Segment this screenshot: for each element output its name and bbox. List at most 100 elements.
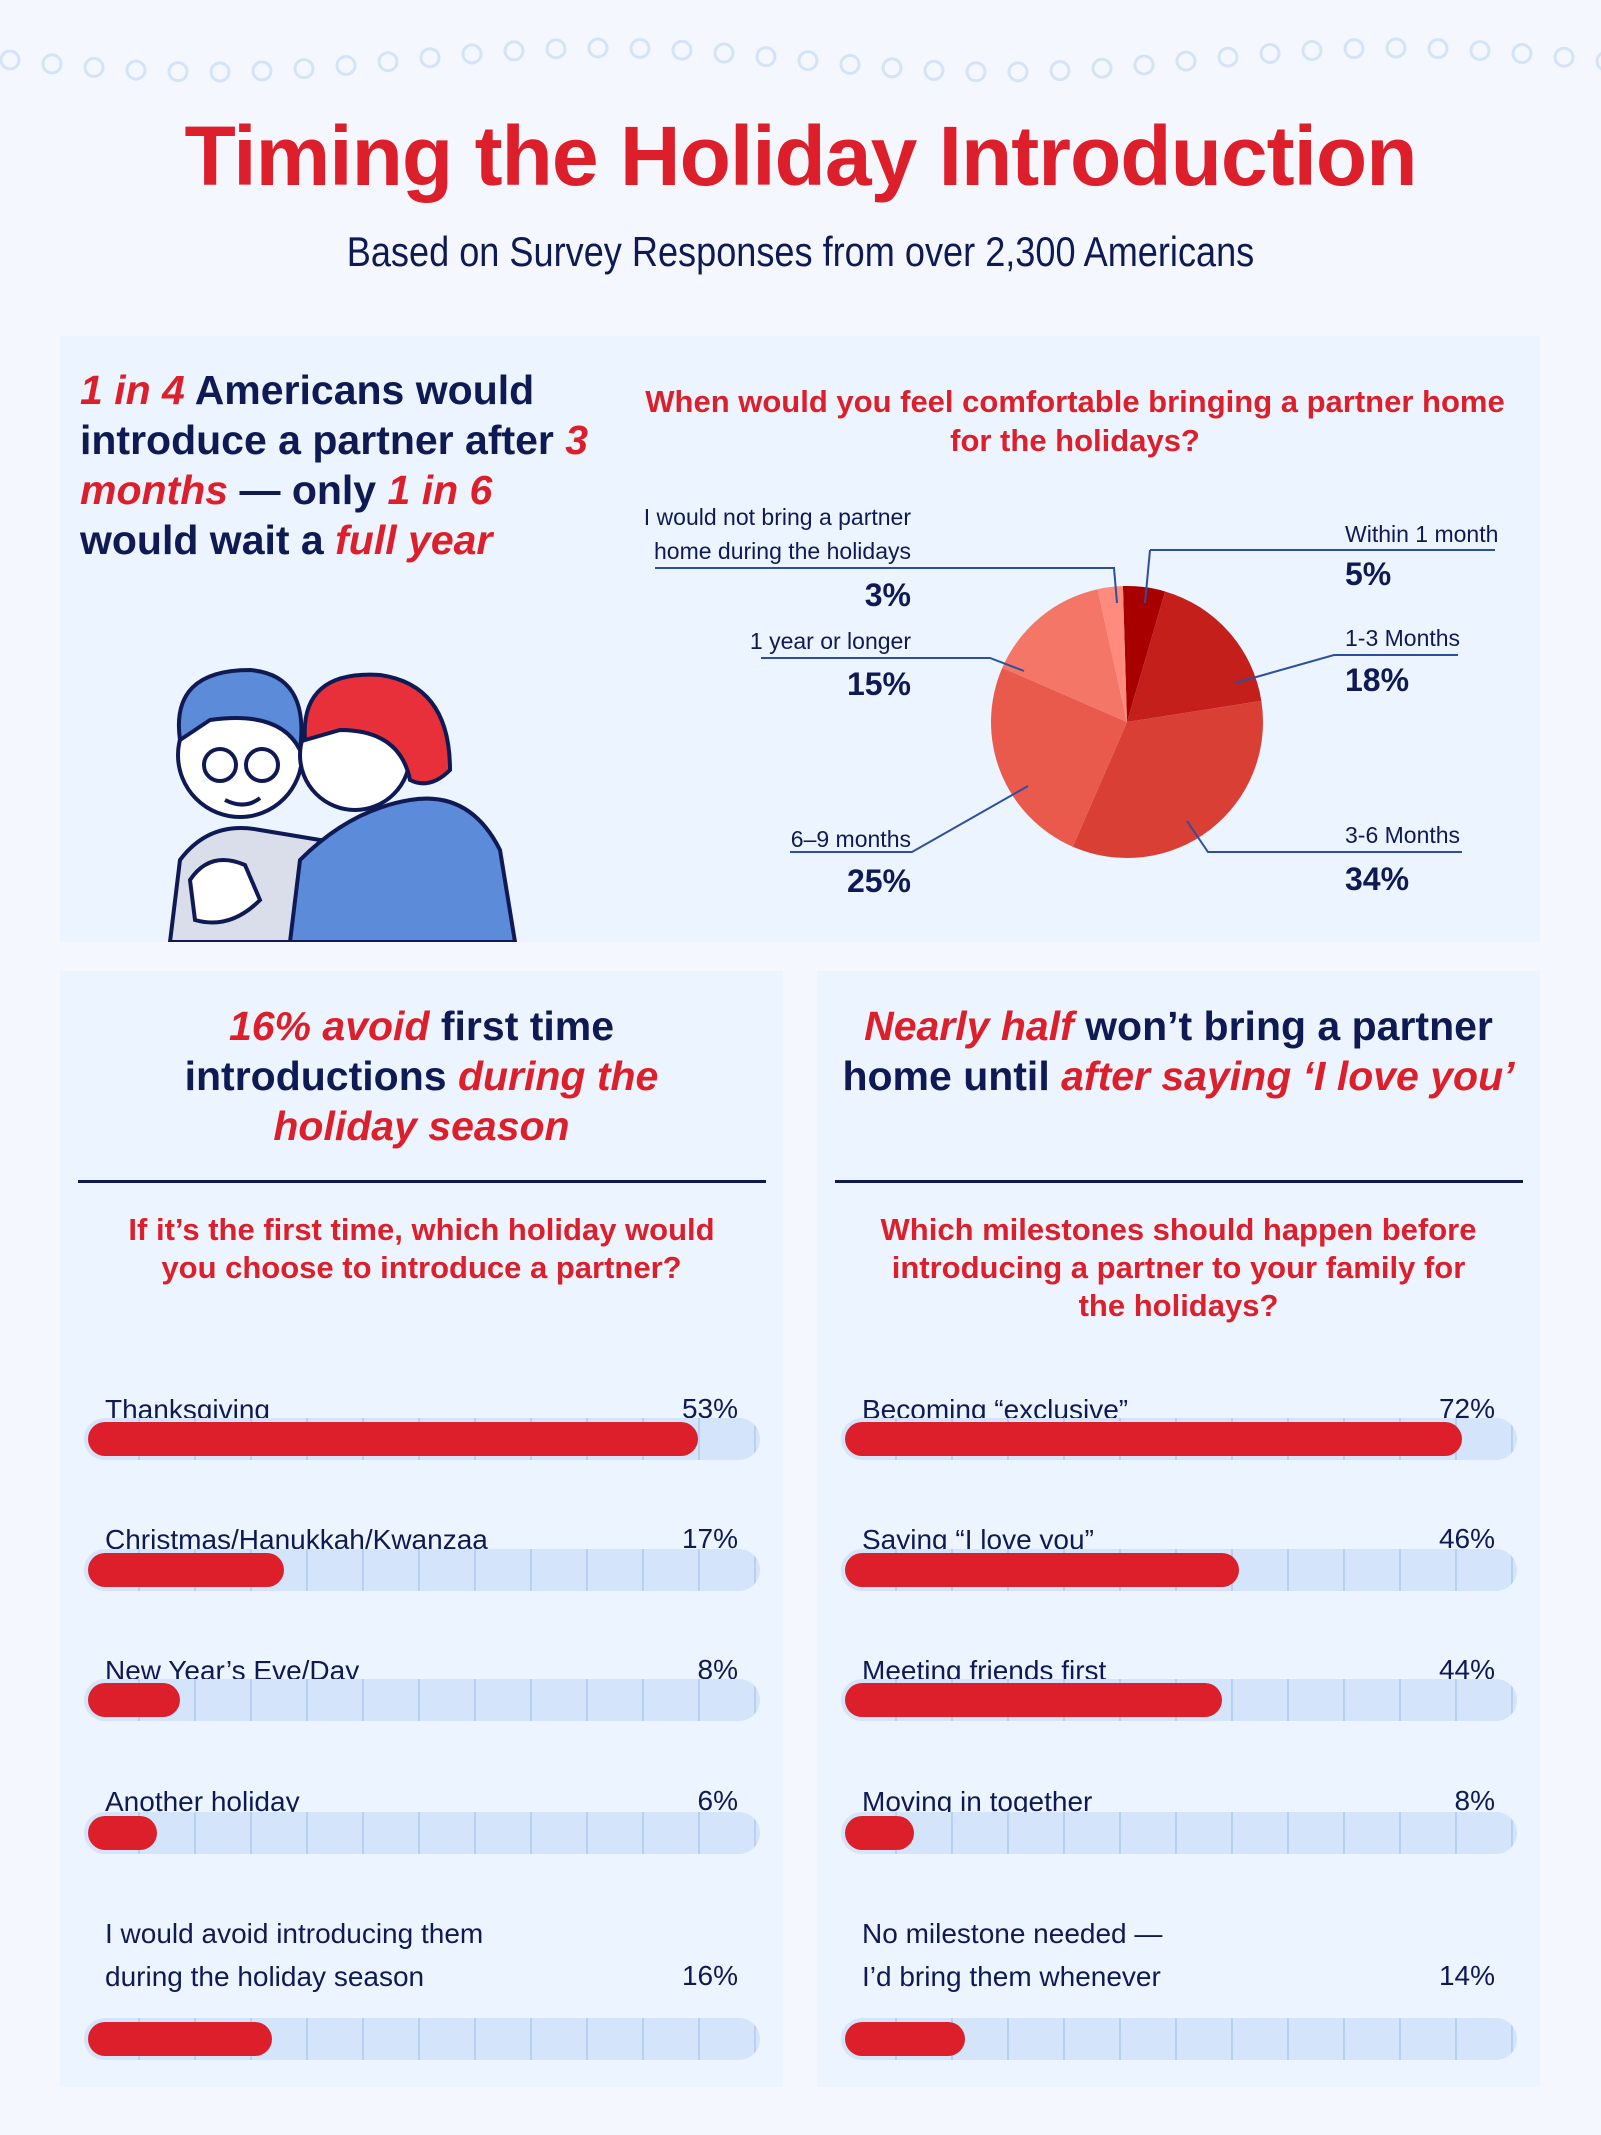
pie-label-1-year: 1 year or longer (749, 628, 911, 654)
garland-light-icon (713, 42, 735, 64)
bar-track (84, 2018, 760, 2060)
garland-light-icon (293, 58, 315, 80)
bar-value-label: 6% (697, 1785, 738, 1816)
garland-light-icon (587, 37, 609, 59)
pie-label-1-3-months: 1-3 Months (1345, 625, 1461, 651)
pie-slice-4 (1002, 589, 1127, 722)
bar-label: I would avoid introducing them (105, 1918, 484, 1949)
garland-light-icon (1049, 60, 1071, 82)
bar-track (84, 1418, 760, 1460)
bar-fill (88, 1553, 284, 1587)
garland-light-icon (461, 43, 483, 65)
garland-light-icon (545, 38, 567, 60)
bar-value-label: 14% (1438, 1960, 1495, 1991)
holiday-choice-panel: 16% avoid first time introductions durin… (60, 971, 783, 2087)
garland-light-icon (0, 49, 21, 71)
heading-highlight: 16% avoid (228, 1003, 430, 1049)
bar-value-label: 16% (681, 1960, 738, 1991)
bar-fill (845, 2022, 965, 2056)
garland-light-icon (1259, 42, 1281, 64)
pie-label-3-6-months: 3-6 Months (1345, 822, 1461, 848)
bar-track (841, 1418, 1517, 1460)
garland-light-icon (1301, 40, 1323, 62)
page-title: Timing the Holiday Introduction (184, 109, 1417, 203)
pie-value-6-9-months: 25% (846, 863, 911, 899)
stat-highlight: 3 months (80, 417, 589, 513)
garland-light-icon (41, 53, 63, 75)
bar-fill (88, 1683, 181, 1717)
bar-label: No milestone needed — (862, 1918, 1163, 1949)
garland-light-icon (923, 59, 945, 81)
stat-highlight: 1 in 4 (80, 367, 185, 413)
key-stat-headline: 1 in 4 Americans would introduce a partn… (80, 365, 600, 565)
pie-slice-2 (1072, 700, 1263, 858)
garland-light-icon (1553, 46, 1575, 68)
garland-light-icon (1427, 38, 1449, 60)
pie-label-6-9-months: 6–9 months (790, 826, 911, 852)
bar-value-label: 8% (1454, 1785, 1495, 1816)
garland-light-icon (1385, 37, 1407, 59)
garland-light-icon (1469, 40, 1491, 62)
pie-slice-1 (1127, 591, 1262, 722)
heading-highlight: during the holiday season (273, 1053, 659, 1149)
garland-light-icon (251, 60, 273, 82)
bar-fill (88, 1422, 699, 1456)
bar-value-label: 46% (1438, 1523, 1495, 1554)
stat-highlight: 1 in 6 (387, 467, 493, 513)
garland-light-icon (1343, 38, 1365, 60)
garland-light-icon (755, 46, 777, 68)
garland-light-icon (671, 39, 693, 61)
pie-chart (990, 586, 1263, 858)
heading-highlight: Nearly half (864, 1003, 1074, 1049)
pie-value-3-6-months: 34% (1345, 861, 1410, 897)
garland-light-icon (1217, 46, 1239, 68)
divider (78, 1180, 766, 1183)
garland-light-icon (1595, 51, 1601, 71)
pie-slice-3 (990, 667, 1127, 847)
bar-track (841, 1812, 1517, 1854)
bar-label: Moving in together (862, 1786, 1093, 1817)
bar-value-label: 17% (681, 1523, 738, 1554)
garland-light-icon (209, 61, 231, 83)
pie-value-within-1-month: 5% (1345, 556, 1392, 592)
garland-light-icon (839, 53, 861, 75)
stat-highlight: full year (335, 517, 493, 563)
pie-slice-0 (1122, 586, 1166, 722)
milestones-heading: Nearly half won’t bring a partner home u… (817, 1001, 1540, 1101)
garland-light-icon (1511, 43, 1533, 65)
heading-highlight: after saying ‘I love you’ (1061, 1053, 1515, 1099)
couple-illustration (167, 667, 518, 942)
page-subtitle: Based on Survey Responses from over 2,30… (346, 228, 1255, 275)
garland-light-icon (503, 40, 525, 62)
bar-label: during the holiday season (105, 1961, 425, 1992)
bar-track (841, 1549, 1517, 1591)
garland-light-icon (125, 59, 147, 81)
bar-fill (88, 1816, 158, 1850)
bar-track (84, 1549, 760, 1591)
bar-label: I’d bring them whenever (862, 1961, 1161, 1992)
bar-fill (845, 1553, 1239, 1587)
garland-light-icon (1133, 54, 1155, 76)
pie-label-within-1-month: Within 1 month (1345, 521, 1499, 547)
bar-track (84, 1812, 760, 1854)
garland-light-icon (1007, 61, 1029, 83)
milestones-question: Which milestones should happen before in… (880, 1212, 1477, 1323)
holiday-question: If it’s the first time, which holiday wo… (128, 1212, 715, 1285)
bar-label: Another holiday (105, 1786, 300, 1817)
garland-light-icon (83, 56, 105, 78)
garland-light-icon (1175, 50, 1197, 72)
bar-fill (845, 1422, 1462, 1456)
garland-light-icon (797, 50, 819, 72)
garland-light-icon (629, 37, 651, 59)
garland-light-icon (167, 61, 189, 83)
stat-text: would wait a (80, 517, 336, 563)
garland-light-icon (1091, 57, 1113, 79)
pie-value-1-3-months: 18% (1345, 662, 1410, 698)
divider (835, 1180, 1523, 1183)
bar-track (841, 2018, 1517, 2060)
heading-text: first time introductions (184, 1003, 615, 1099)
garland-light-icon (965, 61, 987, 83)
bar-fill (845, 1816, 914, 1850)
garland-light-icon (335, 54, 357, 76)
pie-value-1-year: 15% (846, 666, 911, 702)
